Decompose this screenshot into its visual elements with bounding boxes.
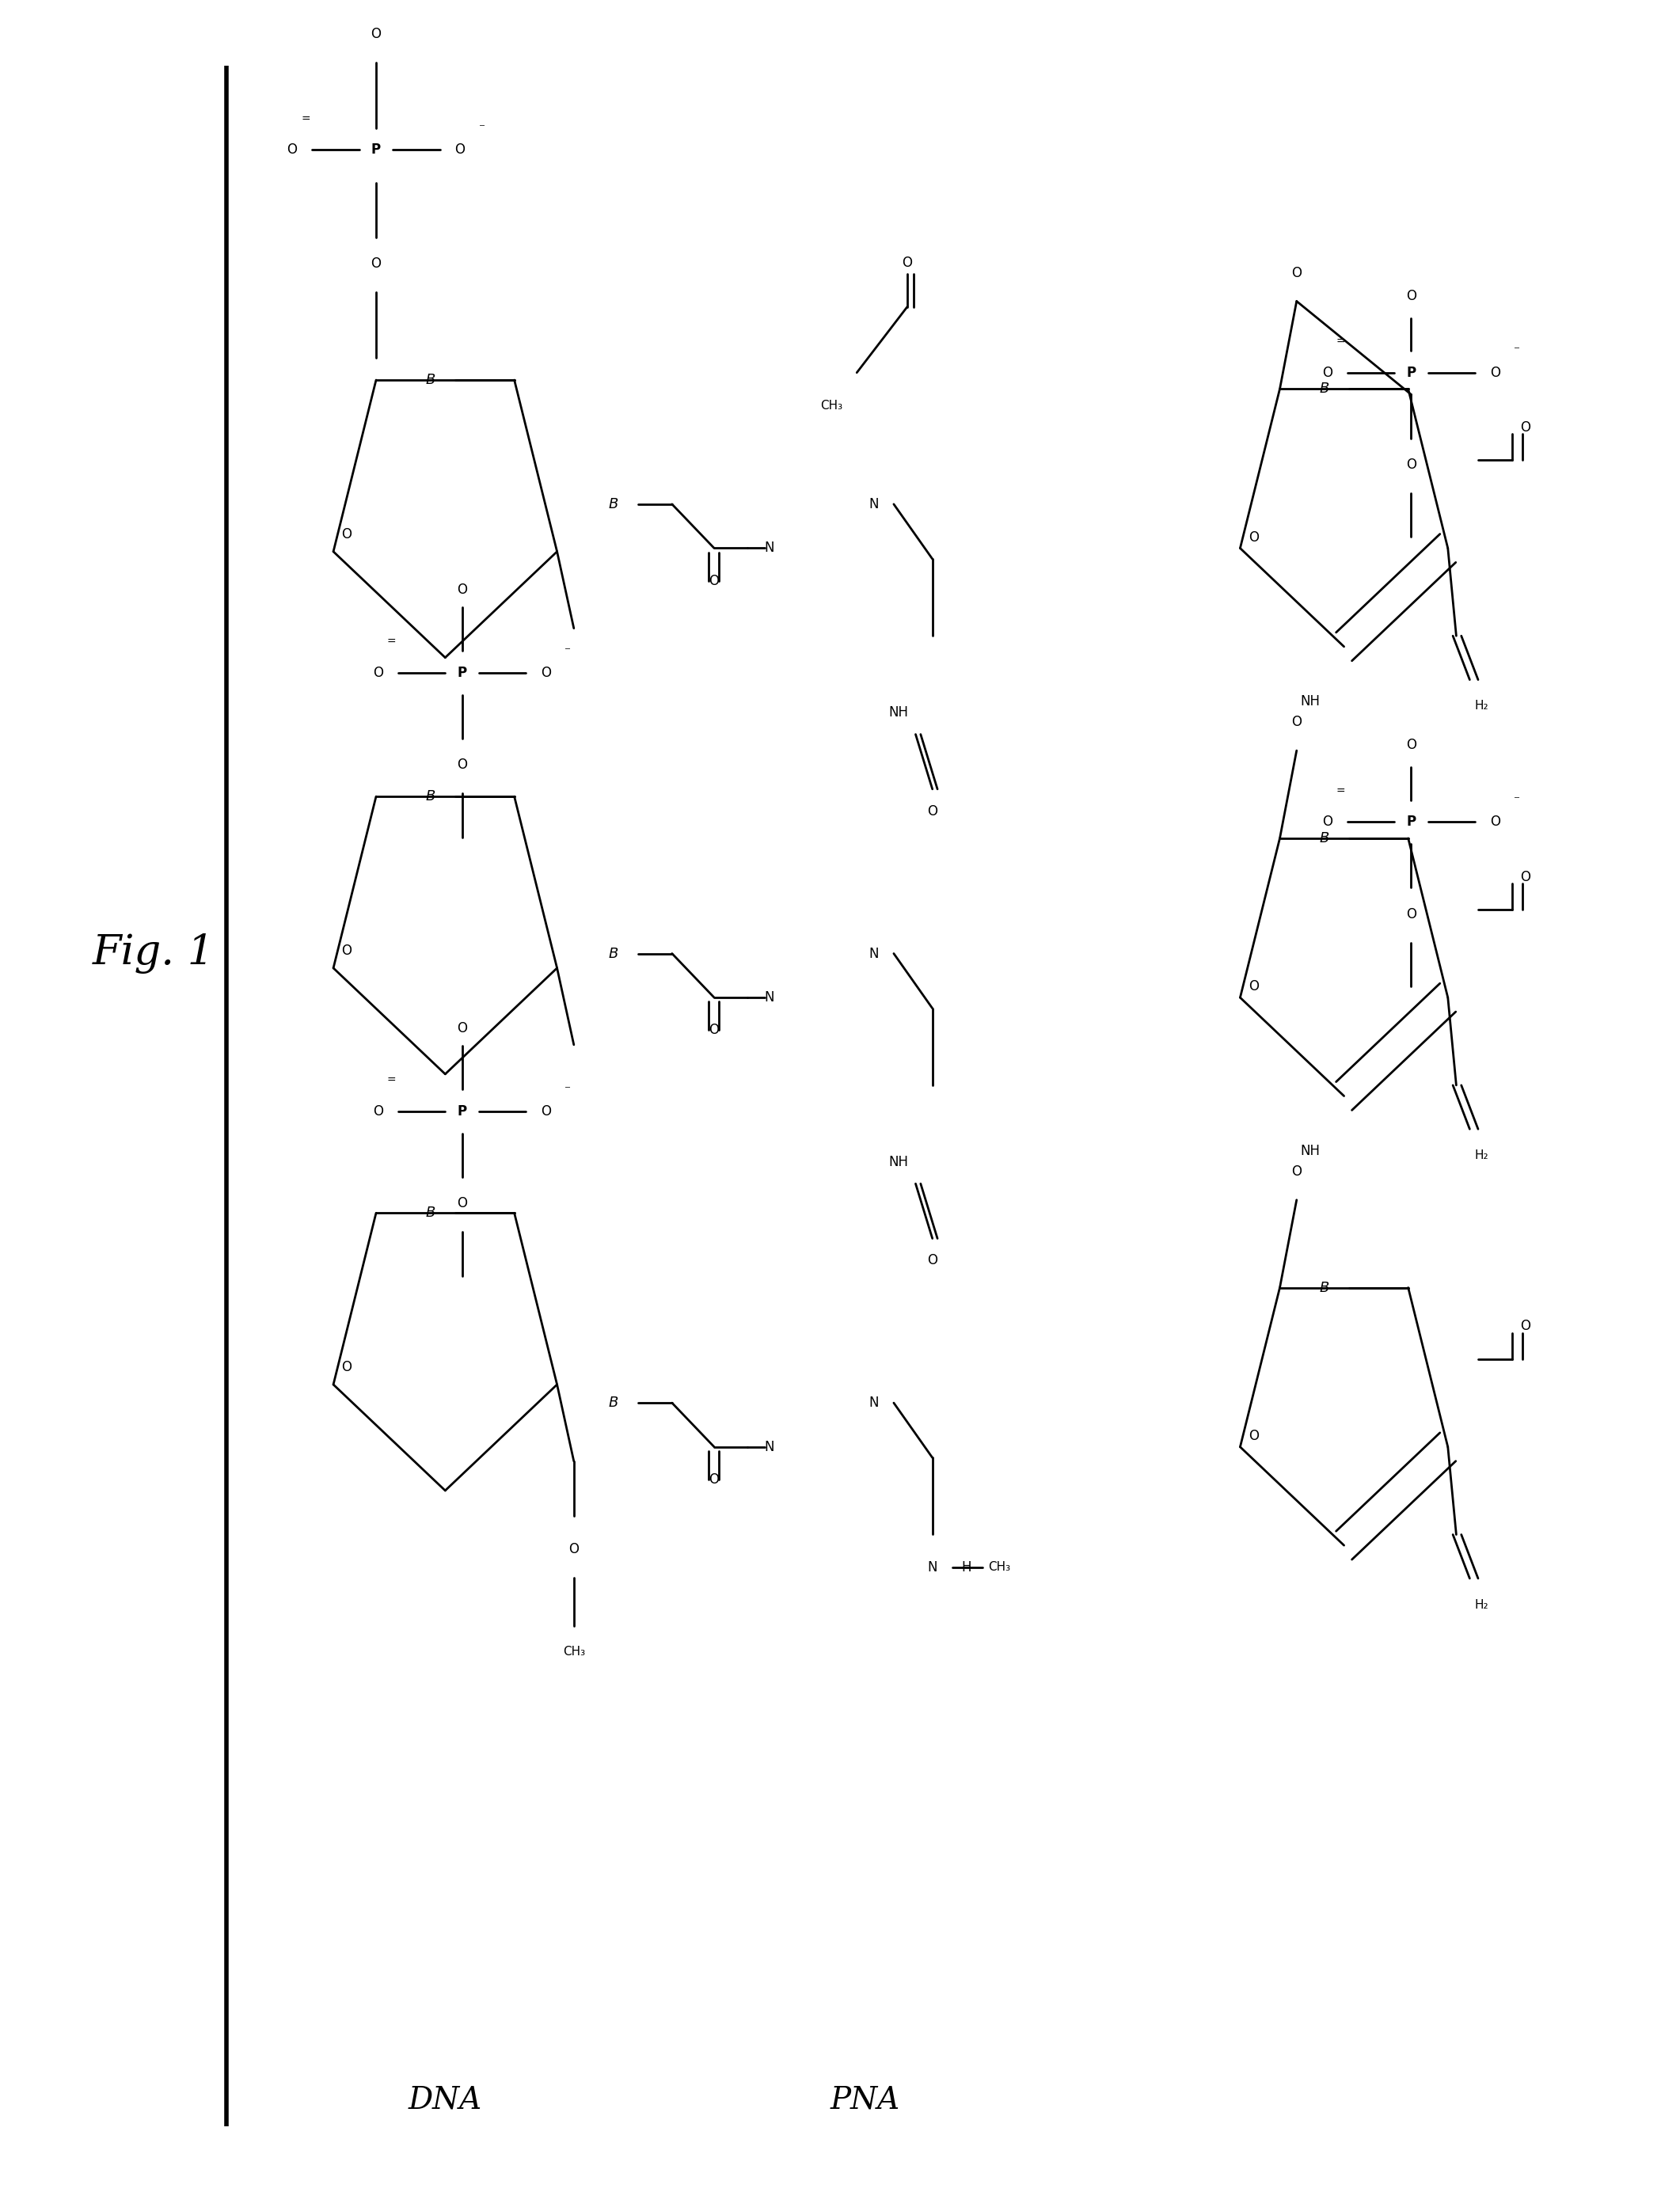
Text: H₂: H₂	[1475, 1598, 1488, 1611]
Text: P: P	[371, 142, 381, 158]
Text: =: =	[301, 114, 311, 125]
Text: O: O	[341, 943, 351, 958]
Text: P: P	[1406, 815, 1416, 829]
Text: O: O	[1406, 458, 1416, 471]
Text: N: N	[869, 498, 879, 511]
Text: O: O	[1322, 815, 1332, 829]
Text: B: B	[608, 947, 618, 960]
Text: B: B	[608, 498, 618, 511]
Text: O: O	[1490, 366, 1500, 379]
Text: O: O	[709, 1473, 719, 1486]
Text: O: O	[455, 142, 465, 158]
Text: N: N	[869, 947, 879, 960]
Text: =: =	[1336, 785, 1346, 798]
Text: O: O	[371, 26, 381, 42]
Text: N: N	[764, 991, 774, 1004]
Text: P: P	[1406, 366, 1416, 379]
Text: O: O	[287, 142, 297, 158]
Text: O: O	[1292, 715, 1302, 730]
Text: B: B	[608, 1396, 618, 1409]
Text: N: N	[764, 541, 774, 555]
Text: O: O	[457, 1197, 467, 1210]
Text: O: O	[1406, 289, 1416, 302]
Text: =: =	[1336, 335, 1346, 349]
Text: O: O	[1520, 870, 1530, 883]
Text: =: =	[386, 1074, 396, 1087]
Text: O: O	[457, 1021, 467, 1035]
Text: N: N	[764, 1440, 774, 1453]
Text: O: O	[373, 666, 383, 680]
Text: O: O	[1490, 815, 1500, 829]
Text: O: O	[457, 583, 467, 596]
Text: O: O	[341, 526, 351, 541]
Text: O: O	[902, 256, 912, 270]
Text: O: O	[927, 1254, 937, 1267]
Text: CH₃: CH₃	[563, 1646, 585, 1657]
Text: O: O	[1248, 980, 1258, 993]
Text: O: O	[1248, 1429, 1258, 1442]
Text: H: H	[961, 1561, 971, 1574]
Text: Fig. 1: Fig. 1	[92, 934, 215, 973]
Text: NH: NH	[889, 1155, 909, 1168]
Text: PNA: PNA	[830, 2085, 900, 2115]
Text: N: N	[927, 1561, 937, 1574]
Text: B: B	[1319, 381, 1329, 397]
Text: CH₃: CH₃	[820, 399, 843, 412]
Text: B: B	[1319, 1280, 1329, 1295]
Text: O: O	[1520, 1320, 1530, 1333]
Text: O: O	[341, 1359, 351, 1374]
Text: N: N	[869, 1396, 879, 1409]
Text: NH: NH	[1300, 695, 1320, 708]
Text: NH: NH	[889, 706, 909, 719]
Text: O: O	[570, 1541, 580, 1556]
Text: B: B	[425, 1206, 435, 1221]
Text: O: O	[1322, 366, 1332, 379]
Text: O: O	[373, 1105, 383, 1118]
Text: H₂: H₂	[1475, 1149, 1488, 1162]
Text: H₂: H₂	[1475, 699, 1488, 712]
Text: O: O	[541, 666, 551, 680]
Text: ⁻: ⁻	[564, 644, 571, 658]
Text: P: P	[457, 1105, 467, 1118]
Text: ⁻: ⁻	[479, 123, 486, 134]
Text: O: O	[541, 1105, 551, 1118]
Text: ⁻: ⁻	[564, 1083, 571, 1096]
Text: O: O	[927, 804, 937, 818]
Text: ⁻: ⁻	[1514, 794, 1520, 807]
Text: ⁻: ⁻	[1514, 344, 1520, 357]
Text: B: B	[425, 373, 435, 388]
Text: O: O	[1520, 421, 1530, 434]
Text: O: O	[709, 1024, 719, 1037]
Text: CH₃: CH₃	[988, 1561, 1011, 1574]
Text: O: O	[371, 256, 381, 272]
Text: P: P	[457, 666, 467, 680]
Text: O: O	[1248, 530, 1258, 544]
Text: B: B	[425, 789, 435, 804]
Text: O: O	[1292, 265, 1302, 281]
Text: O: O	[457, 758, 467, 772]
Text: NH: NH	[1300, 1144, 1320, 1157]
Text: O: O	[709, 574, 719, 587]
Text: =: =	[386, 636, 396, 649]
Text: O: O	[1406, 907, 1416, 921]
Text: B: B	[1319, 831, 1329, 846]
Text: O: O	[1406, 739, 1416, 752]
Text: DNA: DNA	[408, 2085, 482, 2115]
Text: O: O	[1292, 1164, 1302, 1179]
